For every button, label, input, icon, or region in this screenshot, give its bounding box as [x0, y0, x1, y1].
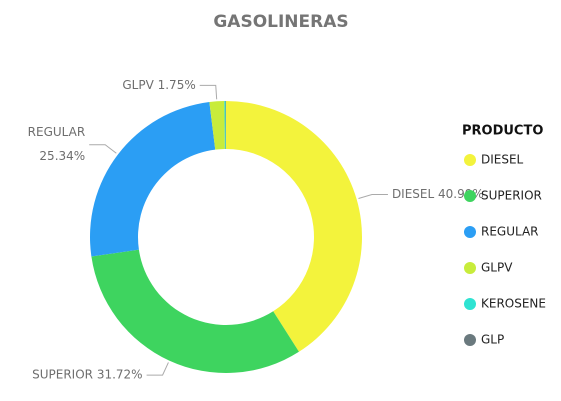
chart-title: GASOLINERAS: [213, 12, 348, 32]
slice: [91, 249, 299, 373]
legend-title: PRODUCTO: [462, 124, 543, 139]
legend-label: GLPV: [481, 261, 513, 275]
legend-marker: [464, 190, 476, 202]
legend-label: SUPERIOR: [481, 189, 542, 203]
legend-marker: [464, 262, 476, 274]
data-label: REGULAR: [28, 125, 86, 139]
legend-marker: [464, 298, 476, 310]
legend-label: GLP: [481, 333, 504, 347]
leader-line: [146, 362, 169, 376]
data-label: GLPV 1.75%: [122, 78, 195, 92]
slice: [90, 102, 216, 257]
leader-line: [89, 144, 117, 154]
legend-marker: [464, 334, 476, 346]
legend-label: REGULAR: [481, 225, 539, 239]
data-label: 25.34%: [39, 149, 85, 163]
data-label: SUPERIOR 31.72%: [32, 368, 142, 382]
leader-line: [358, 194, 388, 199]
legend-marker: [464, 226, 476, 238]
legend-label: KEROSENE: [481, 297, 546, 311]
legend-marker: [464, 154, 476, 166]
slice: [224, 101, 226, 150]
legend-label: DIESEL: [481, 153, 524, 167]
leader-line: [199, 84, 218, 100]
slice: [209, 101, 225, 150]
data-label: DIESEL 40.99%: [392, 187, 484, 201]
slice: [226, 101, 362, 352]
